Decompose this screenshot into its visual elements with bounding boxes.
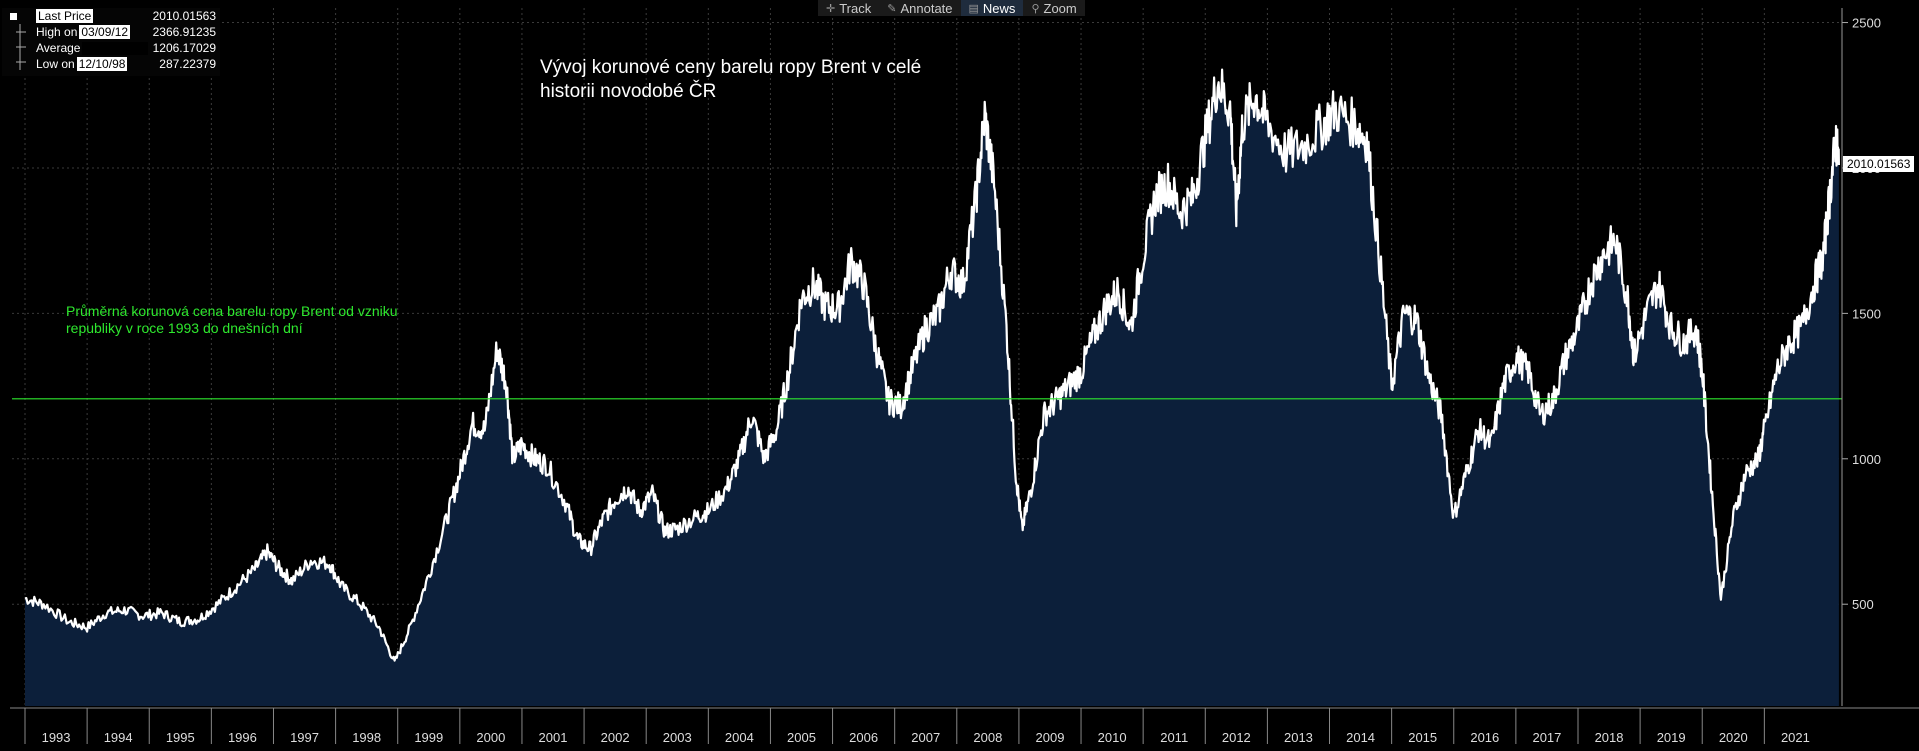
legend-average[interactable]: Average 1206.17029	[2, 41, 220, 56]
x-tick-label: 2019	[1657, 730, 1686, 745]
x-tick-label: 2006	[849, 730, 878, 745]
x-tick-label: 1994	[104, 730, 133, 745]
x-tick-label: 2001	[539, 730, 568, 745]
track-button[interactable]: ✛ Track	[818, 0, 879, 16]
x-axis: 1993 1994 1995 1996 1997 1998 1999 2000 2001 2002…	[10, 707, 1919, 745]
x-tick-label: 2000	[476, 730, 505, 745]
legend-low-date: 12/10/98	[76, 57, 128, 71]
x-tick-label: 2002	[601, 730, 630, 745]
legend-average-value: 1206.17029	[152, 41, 216, 55]
x-tick-label: 1995	[166, 730, 195, 745]
annotate-label: Annotate	[900, 0, 953, 16]
x-tick-label: 2015	[1408, 730, 1437, 745]
x-tick-label: 2018	[1595, 730, 1624, 745]
legend-high[interactable]: High on 03/09/12 2366.91235	[2, 25, 220, 40]
last-value-label: 2010.01563	[1843, 156, 1915, 173]
x-tick-label: 2020	[1719, 730, 1748, 745]
average-annotation-line2: republiky v roce 1993 do dnešních dní	[66, 320, 303, 336]
legend-low[interactable]: Low on 12/10/98 287.22379	[2, 57, 220, 72]
x-tick-label: 2021	[1781, 730, 1810, 745]
legend-last-price-value: 2010.01563	[152, 9, 216, 23]
legend-tree-icon	[10, 13, 26, 70]
news-label: News	[982, 0, 1016, 16]
average-annotation: Průměrná korunová cena barelu ropy Brent…	[66, 303, 486, 337]
zoom-button[interactable]: ⚲ Zoom	[1023, 0, 1084, 16]
chart-toolbar: ✛ Track ✎ Annotate ▤ News ⚲ Zoom	[818, 0, 1085, 16]
chart-title-line1: Vývoj korunové ceny barelu ropy Brent v …	[540, 57, 922, 78]
legend-last-price-label: Last Price	[36, 9, 94, 23]
chart-title-line2: historii novodobé ČR	[540, 81, 717, 102]
legend-panel: Last Price 2010.01563 High on 03/09/12 23…	[2, 8, 220, 76]
x-tick-label: 2010	[1098, 730, 1127, 745]
pencil-icon: ✎	[887, 2, 897, 15]
x-tick-label: 2011	[1160, 730, 1188, 745]
x-tick-label: 1997	[290, 730, 319, 745]
x-tick-label: 1999	[414, 730, 443, 745]
legend-average-label: Average	[36, 41, 81, 55]
legend-last-price[interactable]: Last Price 2010.01563	[2, 9, 220, 24]
x-tick-label: 2013	[1284, 730, 1313, 745]
price-line	[24, 68, 1840, 662]
y-axis: 5001000150020002500	[1841, 8, 1881, 706]
legend-redaction	[82, 42, 149, 56]
x-tick-label: 1996	[228, 730, 257, 745]
average-annotation-line1: Průměrná korunová cena barelu ropy Brent…	[66, 303, 398, 319]
magnifier-icon: ⚲	[1031, 2, 1040, 15]
y-tick-label: 1000	[1852, 452, 1881, 467]
legend-low-label: Low on	[36, 57, 75, 71]
price-area	[25, 69, 1839, 707]
zoom-label: Zoom	[1043, 0, 1077, 16]
legend-high-date: 03/09/12	[79, 25, 131, 39]
y-tick-label: 1500	[1852, 306, 1881, 321]
crosshair-icon: ✛	[826, 2, 836, 15]
x-tick-label: 2012	[1222, 730, 1251, 745]
legend-high-value: 2366.91235	[152, 25, 216, 39]
y-tick-label: 2500	[1852, 16, 1881, 31]
x-tick-label: 2004	[725, 730, 754, 745]
x-tick-label: 2005	[787, 730, 816, 745]
annotate-button[interactable]: ✎ Annotate	[879, 0, 960, 16]
x-tick-label: 2003	[663, 730, 692, 745]
news-button[interactable]: ▤ News	[960, 0, 1024, 16]
x-tick-label: 2009	[1036, 730, 1065, 745]
chart-title: Vývoj korunové ceny barelu ropy Brent v …	[540, 56, 1000, 104]
x-tick-label: 2017	[1532, 730, 1561, 745]
track-label: Track	[839, 0, 872, 16]
x-tick-label: 2016	[1470, 730, 1499, 745]
legend-low-value: 287.22379	[159, 57, 216, 71]
x-tick-label: 1998	[352, 730, 381, 745]
x-tick-label: 2007	[911, 730, 940, 745]
news-icon: ▤	[968, 2, 979, 15]
y-tick-label: 500	[1852, 597, 1874, 612]
x-tick-label: 2008	[973, 730, 1002, 745]
legend-high-label: High on	[36, 25, 78, 39]
x-tick-label: 2014	[1346, 730, 1375, 745]
x-tick-label: 1993	[42, 730, 71, 745]
